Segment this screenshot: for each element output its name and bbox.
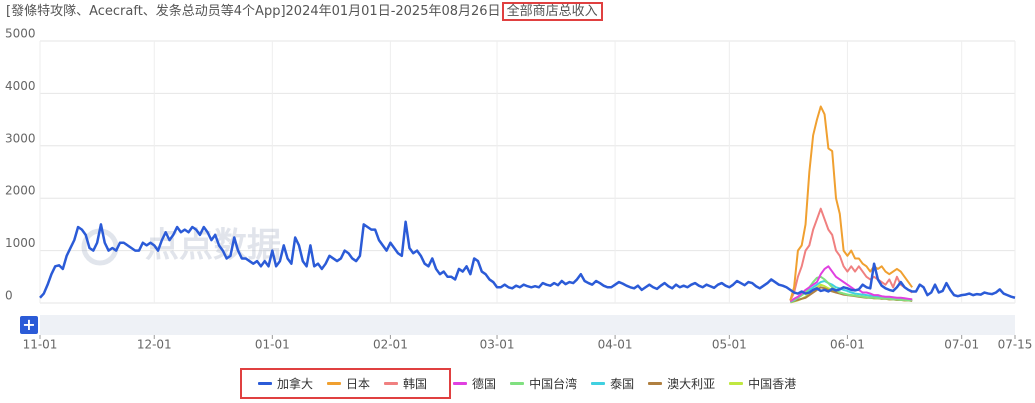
- legend-item[interactable]: 德国: [453, 375, 496, 392]
- x-tick-label: 03-01: [480, 338, 515, 352]
- lines: [39, 105, 1016, 304]
- legend-label[interactable]: 中国香港: [748, 377, 797, 391]
- legend-item[interactable]: 泰国: [591, 375, 634, 392]
- legend: 加拿大 日本 韩国 德国 中国台湾 泰国 澳大利亚 中国香港: [240, 368, 810, 399]
- legend-item[interactable]: 加拿大: [258, 375, 313, 392]
- legend-highlight: 加拿大 日本 韩国: [240, 368, 452, 399]
- watermark: 点点数据: [145, 226, 281, 266]
- x-tick-label: 05-01: [712, 338, 747, 352]
- series-line: [789, 105, 913, 301]
- series-line: [789, 207, 913, 301]
- series-line: [789, 265, 913, 303]
- title-bar: [發條特攻隊、Acecraft、发条总动员等4个App]2024年01月01日-…: [6, 2, 603, 21]
- metric-label: 全部商店总收入: [501, 2, 603, 21]
- legend-label[interactable]: 韩国: [403, 377, 428, 391]
- y-tick-label: 3000: [5, 131, 36, 145]
- y-tick-label: 1000: [5, 236, 36, 250]
- x-tick-label: 07-01: [944, 338, 979, 352]
- legend-label[interactable]: 泰国: [610, 377, 635, 391]
- legend-swatch: [453, 382, 468, 385]
- legend-swatch: [327, 382, 342, 385]
- grid: 0 1000 2000 3000 4000 5000: [5, 27, 1016, 304]
- chart-title: [發條特攻隊、Acecraft、发条总动员等4个App]2024年01月01日-…: [6, 4, 501, 19]
- legend-item[interactable]: 日本: [327, 375, 370, 392]
- y-tick-label: 5000: [5, 27, 36, 41]
- watermark-group: 点点数据: [81, 226, 281, 266]
- legend-swatch: [591, 382, 606, 385]
- x-tick-label: 04-01: [598, 338, 633, 352]
- legend-swatch: [258, 382, 272, 385]
- legend-item[interactable]: 澳大利亚: [648, 375, 715, 392]
- zoom-button-label[interactable]: +: [22, 315, 35, 334]
- legend-swatch: [510, 382, 525, 385]
- x-tick-label: 02-01: [373, 338, 408, 352]
- legend-item[interactable]: 中国台湾: [510, 375, 577, 392]
- x-tick-label: 07-15: [998, 338, 1033, 352]
- legend-label[interactable]: 澳大利亚: [667, 377, 716, 391]
- legend-item[interactable]: 韩国: [384, 375, 427, 392]
- legend-label[interactable]: 德国: [472, 377, 497, 391]
- legend-swatch: [729, 382, 744, 385]
- y-tick-label: 2000: [5, 184, 36, 198]
- legend-rest: 德国 中国台湾 泰国 澳大利亚 中国香港: [453, 375, 810, 392]
- x-axis: 11-01 12-01 01-01 02-01 03-01 04-01 05-01 06-01…: [23, 335, 1033, 352]
- x-tick-label: 01-01: [255, 338, 290, 352]
- x-tick-label: 06-01: [830, 338, 865, 352]
- zoom-button[interactable]: [20, 316, 38, 334]
- y-tick-label: 0: [5, 289, 13, 303]
- legend-item[interactable]: 中国香港: [729, 375, 796, 392]
- navigator: [40, 315, 1015, 335]
- series-line: [789, 279, 913, 303]
- y-tick-label: 4000: [5, 79, 36, 93]
- legend-swatch: [648, 382, 663, 385]
- legend-label[interactable]: 中国台湾: [529, 377, 578, 391]
- x-tick-label: 11-01: [23, 338, 58, 352]
- legend-label[interactable]: 日本: [346, 377, 371, 391]
- x-tick-label: 12-01: [137, 338, 172, 352]
- series-line: [39, 220, 1016, 299]
- legend-swatch: [384, 382, 399, 385]
- legend-label[interactable]: 加拿大: [277, 377, 314, 391]
